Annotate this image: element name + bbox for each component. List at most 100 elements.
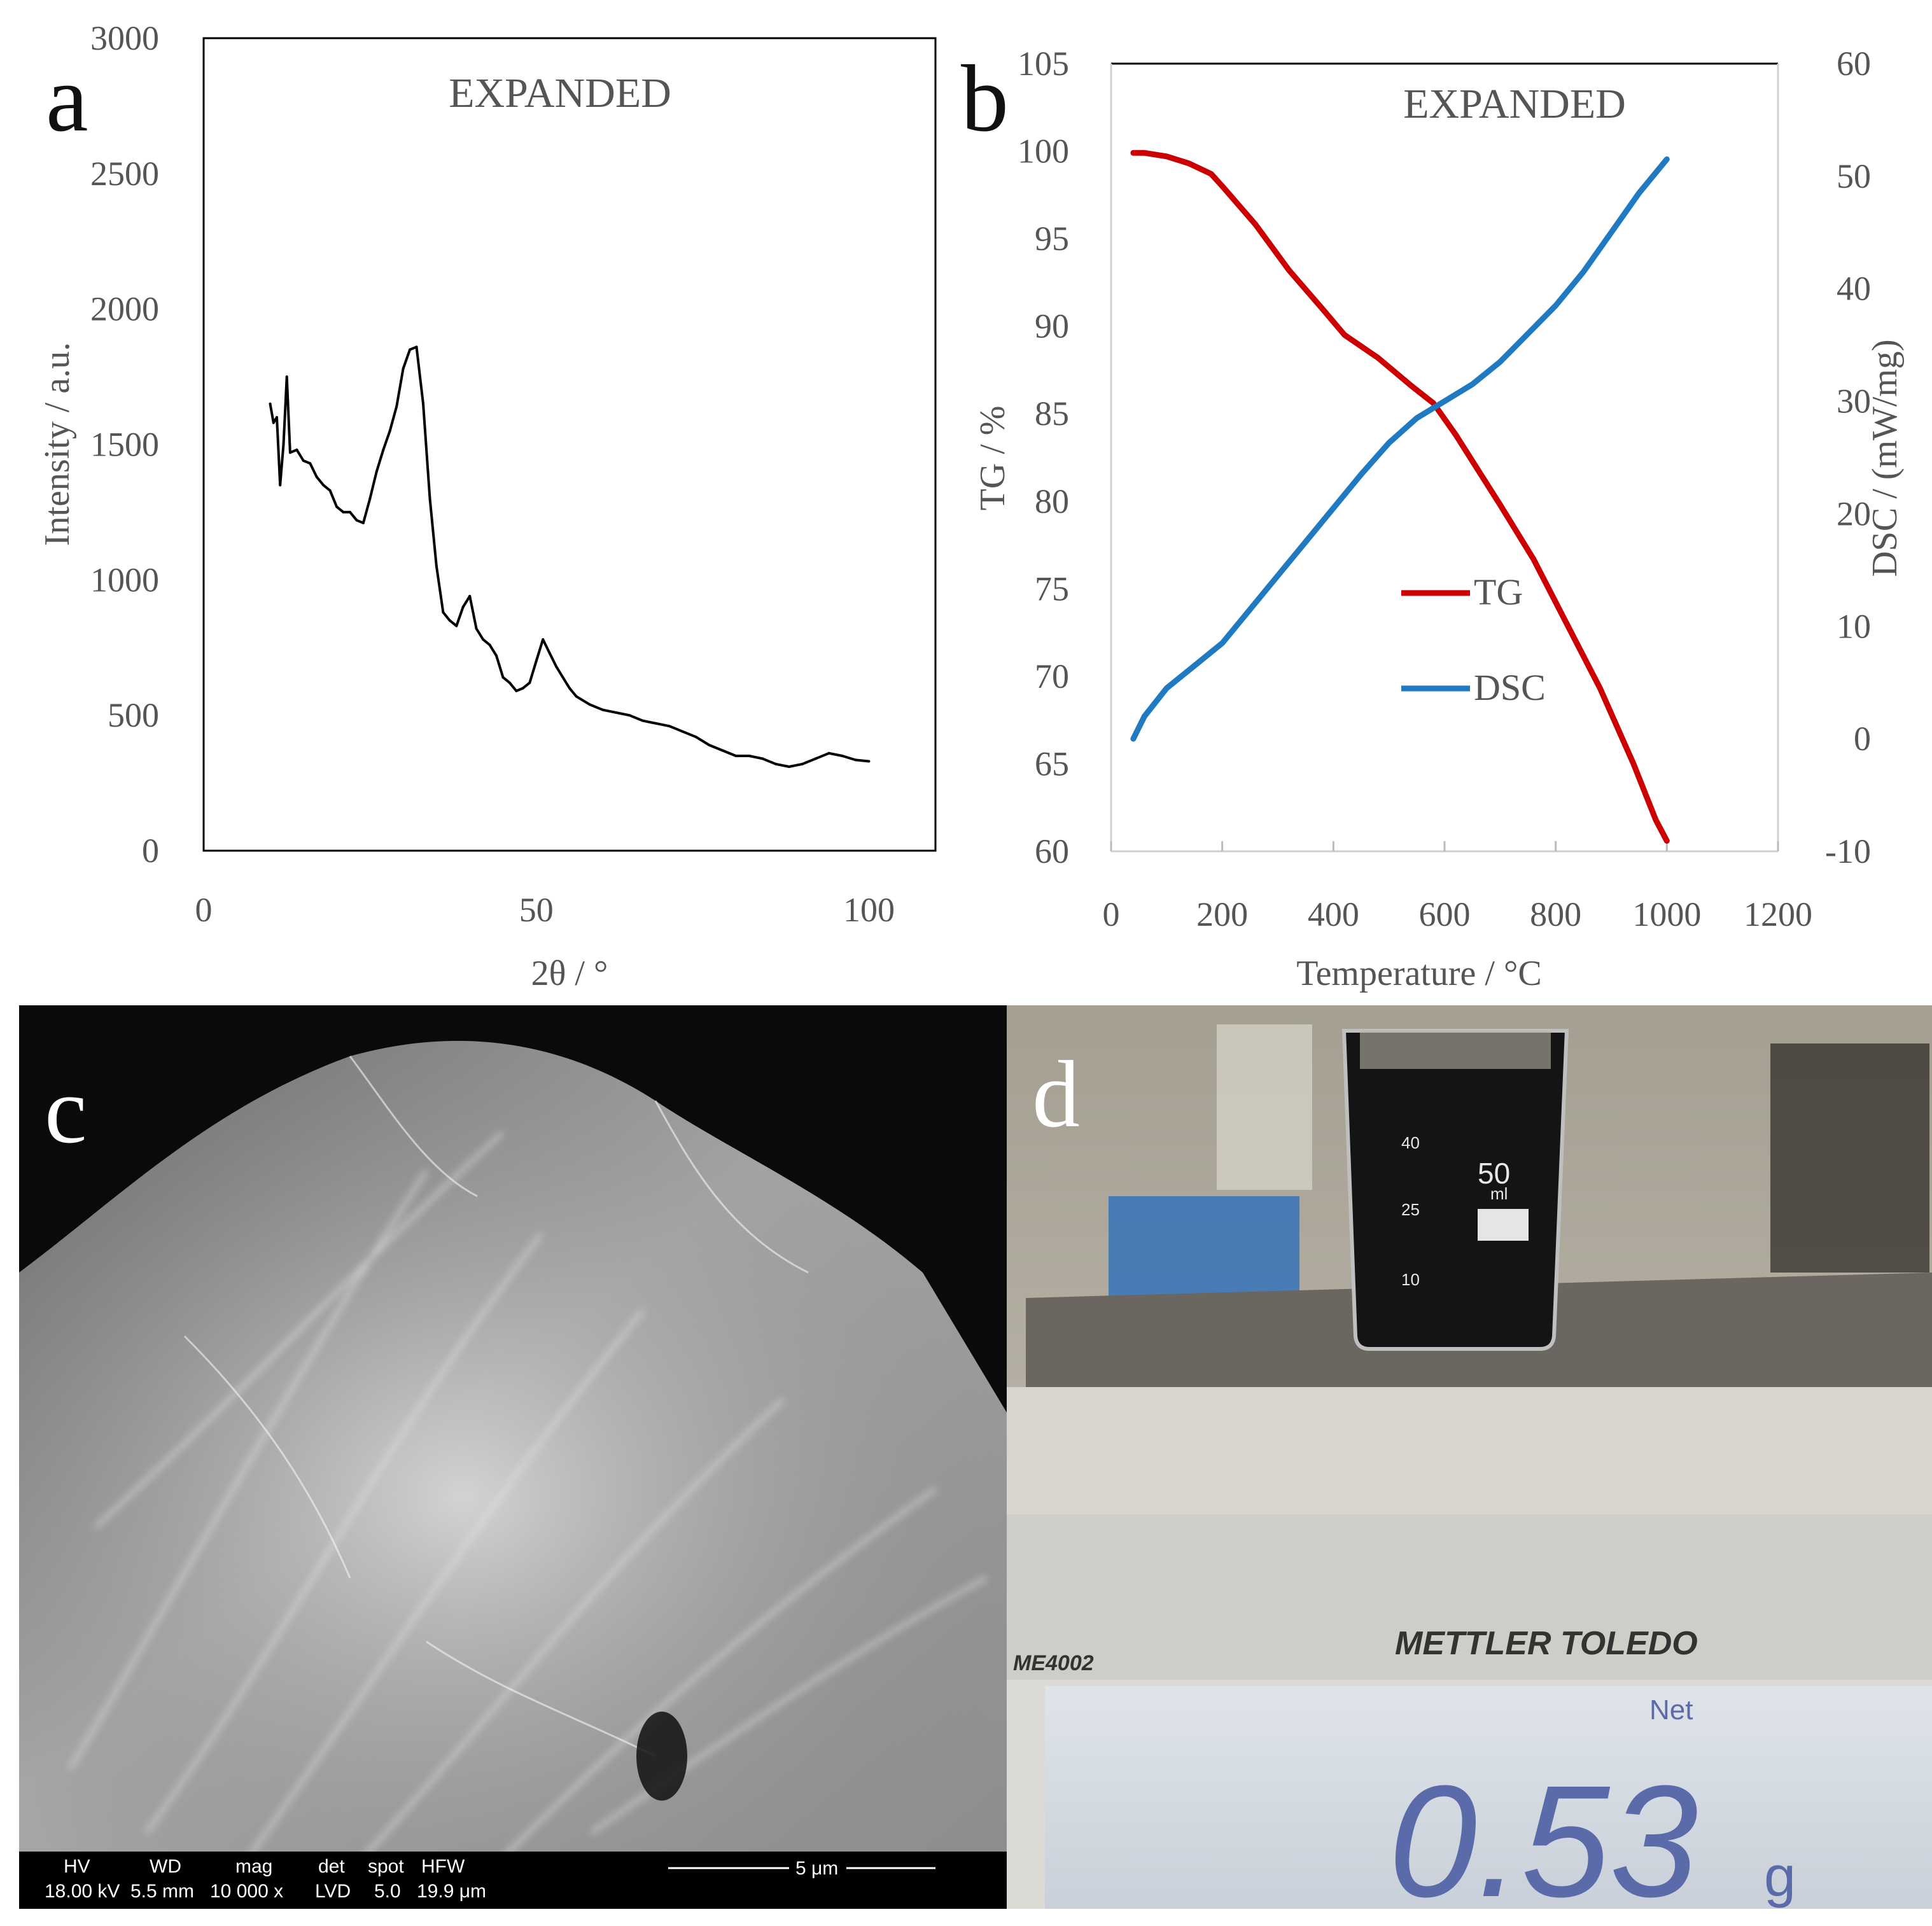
xrd-data-point (681, 730, 684, 733)
panel-c-sem-image: c HV 18.00 kV WD 5.5 mm mag 10 000 x det… (19, 1005, 1007, 1909)
xrd-series-line (269, 345, 869, 768)
chart-title: EXPANDED (449, 70, 671, 116)
tg-data-point (1598, 687, 1602, 691)
beaker-unit: ml (1490, 1184, 1508, 1203)
chart-title: EXPANDED (1403, 81, 1626, 127)
xrd-data-point (272, 421, 275, 424)
tg-data-point (1287, 268, 1291, 272)
xrd-data-point (867, 760, 871, 763)
tg-data-point (1653, 818, 1658, 822)
xrd-data-point (708, 743, 711, 746)
xrd-data-point (628, 714, 631, 717)
panel-letter-b: b (961, 46, 1009, 151)
sem-hv-value: 18.00 kV (45, 1881, 120, 1902)
xrd-data-point (528, 681, 531, 685)
xrd-data-point (442, 611, 445, 614)
plot-frame (202, 37, 937, 852)
beaker-mark-10: 10 (1401, 1270, 1420, 1289)
xrd-data-point (521, 687, 524, 690)
tg-data-point (1531, 557, 1536, 561)
x-tick-label: 100 (843, 891, 895, 929)
xrd-data-point (841, 755, 844, 758)
tg-data-point (1320, 307, 1324, 311)
sem-spot-label: spot (368, 1856, 404, 1877)
sem-spot-value: 5.0 (374, 1881, 401, 1902)
left-y-tick-label: 70 (1035, 657, 1069, 695)
xrd-data-point (548, 652, 551, 655)
xrd-data-point (475, 627, 478, 630)
xrd-data-point (515, 689, 518, 692)
xrd-data-point (368, 497, 372, 500)
xrd-data-point (641, 719, 644, 722)
sem-det-label: det (318, 1856, 345, 1877)
dsc-series-line (1130, 156, 1670, 742)
xrd-data-point (295, 449, 298, 452)
dsc-data-point (1165, 686, 1169, 690)
left-y-tick-label: 90 (1035, 307, 1069, 345)
y-tick-label: 1000 (90, 561, 159, 599)
xrd-data-point (575, 695, 578, 698)
beaker-volume: 50 (1478, 1157, 1510, 1190)
tg-data-point (1665, 839, 1669, 843)
tg-data-point (1142, 151, 1147, 155)
right-y-axis-label: DSC / (mW/mg) (1865, 339, 1905, 576)
scale-model: ME4002 (1013, 1651, 1094, 1675)
xrd-chart-svg: a EXPANDED 0 500 1000 1500 2000 2500 3000 0 50 1… (38, 19, 937, 993)
panel-letter-d: d (1032, 1042, 1080, 1147)
scale-brand: METTLER TOLEDO (1395, 1625, 1698, 1662)
xrd-data-point (748, 755, 751, 758)
beaker-label-patch (1478, 1209, 1529, 1241)
xrd-data-point (448, 619, 451, 622)
beaker-empty-top (1360, 1031, 1551, 1069)
left-y-tick-label: 85 (1035, 394, 1069, 433)
xrd-data-point (435, 565, 438, 568)
y-tick-label: 0 (142, 832, 159, 870)
xrd-data-point (588, 703, 591, 706)
dsc-data-point (1193, 664, 1196, 668)
x-tick-label: 1200 (1744, 895, 1812, 933)
x-tick-label: 50 (519, 891, 554, 929)
left-y-axis-label: TG / % (973, 406, 1012, 511)
right-y-tick-label: 10 (1837, 607, 1871, 645)
xrd-data-point (761, 757, 764, 760)
x-tick-label: 400 (1308, 895, 1359, 933)
x-tick-marks (1110, 841, 1779, 851)
dsc-data-point (1443, 399, 1446, 403)
y-tick-label: 3000 (90, 19, 159, 57)
lcd-display (1045, 1686, 1932, 1909)
lcd-reading: 0.53 (1389, 1752, 1698, 1909)
dsc-data-point (1359, 472, 1363, 477)
xrd-data-point (315, 475, 318, 478)
dsc-data-point (1142, 714, 1147, 718)
x-axis-label: Temperature / °C (1296, 954, 1541, 993)
xrd-data-point (601, 708, 605, 711)
beaker-markings: 50 ml 40 25 10 (1401, 1133, 1529, 1289)
tg-data-point (1376, 356, 1380, 360)
x-tick-labels: 0 50 100 (195, 891, 895, 929)
sem-hfw-value: 19.9 μm (417, 1881, 486, 1902)
xrd-data-point (734, 755, 738, 758)
xrd-data-point (335, 505, 339, 508)
xrd-data-point (668, 725, 671, 728)
left-y-tick-label: 100 (1018, 132, 1069, 171)
sem-info-values: HV 18.00 kV WD 5.5 mm mag 10 000 x det L… (45, 1856, 935, 1902)
x-axis-label: 2θ / ° (531, 954, 608, 993)
xrd-data-point (801, 762, 804, 765)
xrd-data-point (279, 484, 282, 487)
xrd-data-point (269, 402, 272, 405)
xrd-data-point (402, 367, 405, 370)
xrd-data-point (309, 462, 312, 465)
xrd-data-point (615, 711, 618, 714)
tg-dsc-series-group (1130, 150, 1670, 844)
xrd-data-point (468, 594, 472, 597)
dark-pore (636, 1712, 687, 1801)
xrd-data-point (721, 749, 724, 752)
xrd-data-point (328, 489, 332, 492)
legend: TG DSC (1401, 571, 1546, 708)
xrd-data-point (276, 415, 278, 419)
tg-series-line (1130, 150, 1670, 844)
flake-edges (183, 1056, 809, 1757)
right-y-tick-label: 50 (1837, 157, 1871, 195)
tg-data-point (1409, 384, 1413, 388)
dsc-data-point (1303, 540, 1308, 544)
